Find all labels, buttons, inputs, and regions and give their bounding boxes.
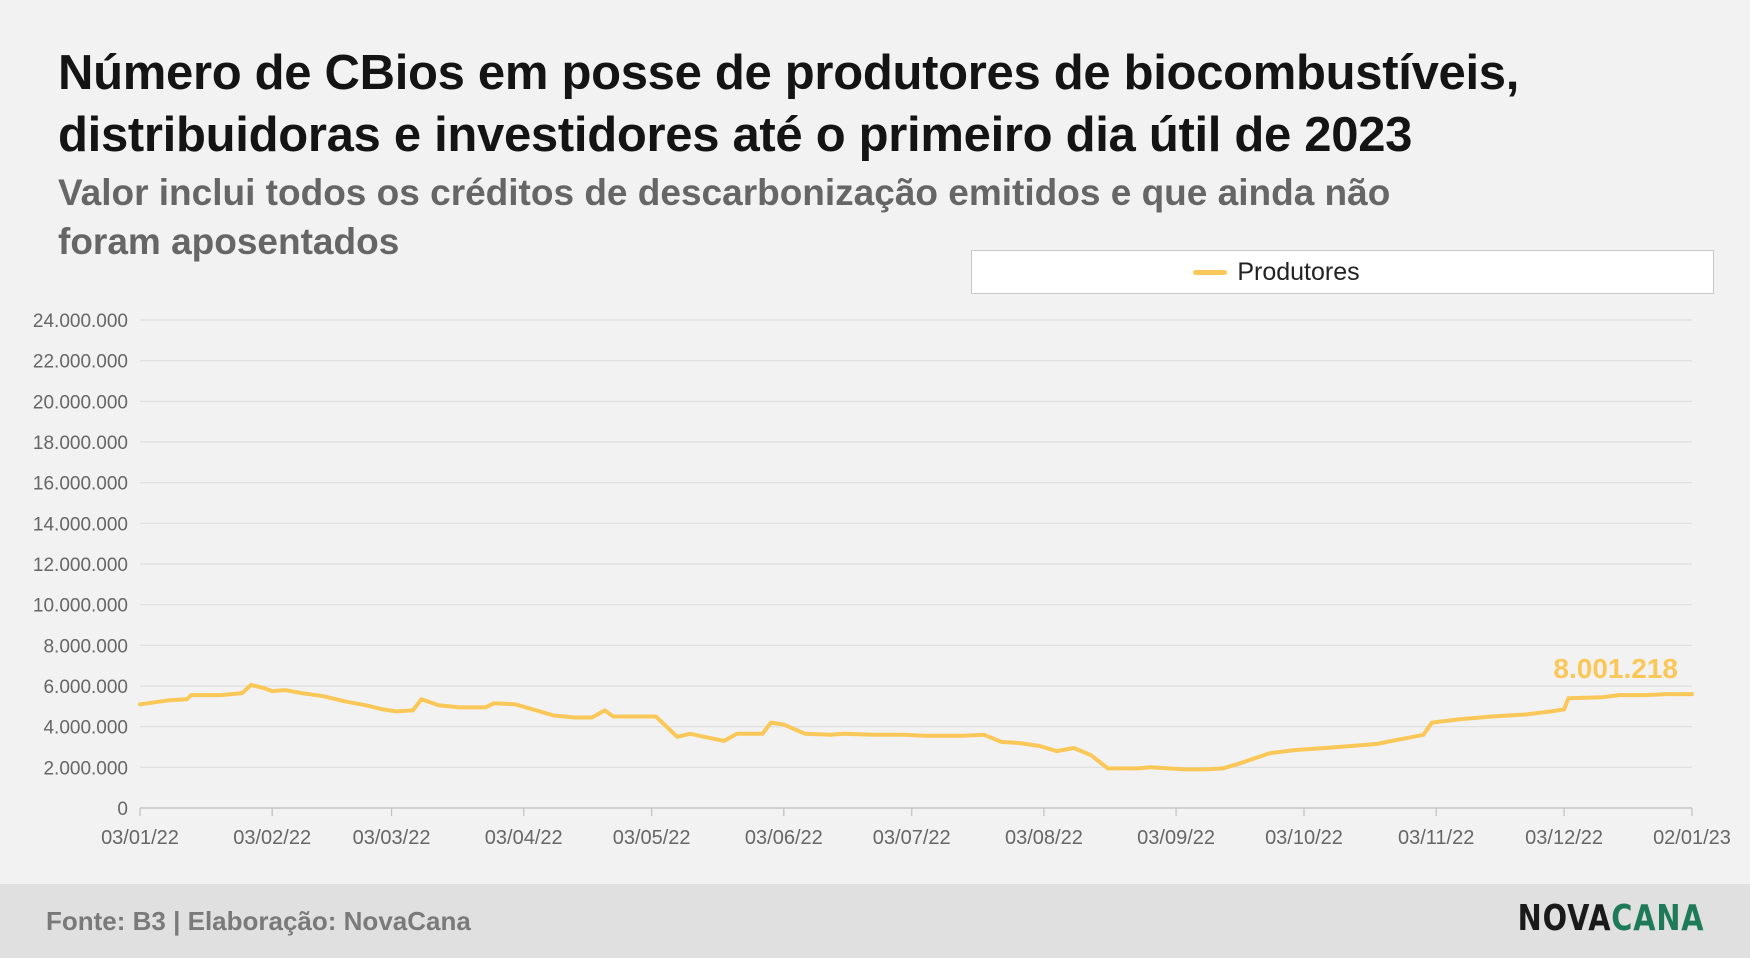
y-tick-label: 10.000.000: [33, 596, 128, 617]
x-tick-label: 03/06/22: [745, 827, 823, 849]
x-tick-label: 03/03/22: [353, 827, 431, 849]
logo-part-2: CANA: [1610, 898, 1704, 939]
y-tick-label: 24.000.000: [33, 311, 128, 332]
x-tick-label: 02/01/23: [1653, 827, 1731, 849]
x-tick-label: 03/08/22: [1005, 827, 1083, 849]
y-tick-label: 6.000.000: [43, 677, 128, 698]
y-tick-label: 16.000.000: [33, 474, 128, 495]
source-text: Fonte: B3 | Elaboração: NovaCana: [46, 906, 471, 936]
legend: Produtores: [971, 250, 1714, 294]
y-tick-label: 20.000.000: [33, 392, 128, 413]
x-tick-label: 03/01/22: [101, 827, 179, 849]
x-tick-label: 03/10/22: [1265, 827, 1343, 849]
line-chart: 0 2.000.000 4.000.000 6.000.000 8.000.000 10.…: [33, 311, 1731, 849]
x-tick-label: 03/02/22: [233, 827, 311, 849]
label-layer: 8.001.218: [1553, 653, 1678, 684]
series-layer: [138, 683, 1694, 772]
end-value-label-0: 8.001.218: [1553, 653, 1678, 684]
y-tick-label: 4.000.000: [43, 718, 128, 739]
series-line-0: [138, 683, 1694, 772]
y-tick-label: 22.000.000: [33, 352, 128, 373]
x-tick-label: 03/09/22: [1137, 827, 1215, 849]
x-tick-label: 03/05/22: [613, 827, 691, 849]
y-tick-label: 12.000.000: [33, 555, 128, 576]
chart-title: Número de CBios em posse de produtores d…: [58, 46, 1520, 162]
grid-layer: 0 2.000.000 4.000.000 6.000.000 8.000.000 10.…: [33, 311, 1731, 849]
y-tick-label: 14.000.000: [33, 514, 128, 535]
x-tick-label: 03/12/22: [1525, 827, 1603, 849]
y-tick-label: 0: [117, 799, 128, 820]
legend-label-produtores: Produtores: [1237, 257, 1360, 286]
footer: Fonte: B3 | Elaboração: NovaCana NOVACAN…: [0, 884, 1750, 958]
y-tick-label: 8.000.000: [43, 636, 128, 657]
y-tick-label: 18.000.000: [33, 433, 128, 454]
chart-subtitle: Valor inclui todos os créditos de descar…: [58, 172, 1391, 262]
logo-part-1: NOVA: [1517, 898, 1611, 939]
legend-item-produtores: Produtores: [1193, 257, 1360, 287]
x-tick-label: 03/11/22: [1398, 827, 1474, 849]
novacana-logo: NOVACANA: [1517, 898, 1704, 939]
y-tick-label: 2.000.000: [43, 758, 128, 779]
legend-swatch-produtores: [1193, 269, 1228, 275]
x-tick-label: 03/04/22: [485, 827, 563, 849]
x-tick-label: 03/07/22: [873, 827, 951, 849]
